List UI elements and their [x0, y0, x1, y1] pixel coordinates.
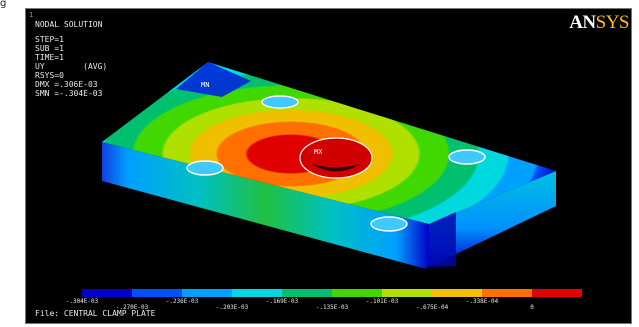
legend-swatch — [432, 289, 482, 297]
ansys-logo: ANSYS — [569, 12, 629, 33]
legend-swatch — [232, 289, 282, 297]
plate-right-face — [429, 171, 556, 267]
legend-label-low: -.338E-04 — [466, 298, 499, 305]
contour-legend: -.304E-03 -.236E-03 -.169E-03 -.101E-03 -.33… — [66, 289, 582, 311]
right-corner-patch — [429, 212, 456, 267]
clamp-plate-model — [102, 62, 556, 269]
legend-swatch — [532, 289, 582, 297]
contour-plot: MN MX -.304E-03 -.236E-03 -.169E-03 -.101E-… — [66, 62, 582, 311]
legend-label-low: -.236E-03 — [166, 298, 199, 305]
legend-label-high: -.135E-03 — [316, 304, 349, 311]
dmx-label: DMX =.306E-03 — [35, 80, 98, 89]
rsys-label: RSYS=0 — [35, 71, 64, 80]
legend-label-high: -.270E-03 — [116, 304, 149, 311]
quantity-label: UY (AVG) — [35, 62, 108, 71]
center-hole-shadow — [312, 164, 360, 172]
legend-swatch — [482, 289, 532, 297]
graphics-viewport[interactable]: 1 NODAL SOLUTION STEP=1 SUB =1 TIME=1 UY… — [25, 8, 632, 324]
min-marker: MN — [201, 81, 209, 89]
legend-swatch — [332, 289, 382, 297]
step-label: STEP=1 — [35, 35, 64, 44]
legend-label-low: -.101E-03 — [366, 298, 399, 305]
legend-swatch — [132, 289, 182, 297]
legend-swatch — [182, 289, 232, 297]
bolt-hole-left — [186, 160, 224, 176]
file-label: File: CENTRAL CLAMP PLATE — [35, 309, 156, 318]
smn-label: SMN =-.304E-03 — [35, 89, 103, 98]
window-number: 1 — [29, 11, 34, 19]
top-strip: g — [0, 0, 639, 9]
legend-swatch — [282, 289, 332, 297]
legend-label-high: 0 — [530, 304, 534, 311]
substep-label: SUB =1 — [35, 44, 64, 53]
time-label: TIME=1 — [35, 53, 64, 62]
legend-swatch — [82, 289, 132, 297]
legend-label-high: -.203E-03 — [216, 304, 249, 311]
legend-label-low: -.304E-03 — [66, 298, 99, 305]
bolt-hole-right — [448, 149, 486, 165]
bolt-hole-top-left — [261, 95, 299, 109]
center-hole — [299, 137, 373, 179]
legend-swatch — [382, 289, 432, 297]
bolt-hole-bottom — [370, 216, 408, 232]
min-corner-patch — [176, 62, 251, 97]
max-marker: MX — [314, 148, 323, 156]
legend-label-low: -.169E-03 — [266, 298, 299, 305]
legend-label-high: -.675E-04 — [416, 304, 449, 311]
corner-glyph: g — [0, 0, 7, 9]
plate-front-face — [102, 142, 429, 269]
solution-title: NODAL SOLUTION — [35, 20, 103, 29]
